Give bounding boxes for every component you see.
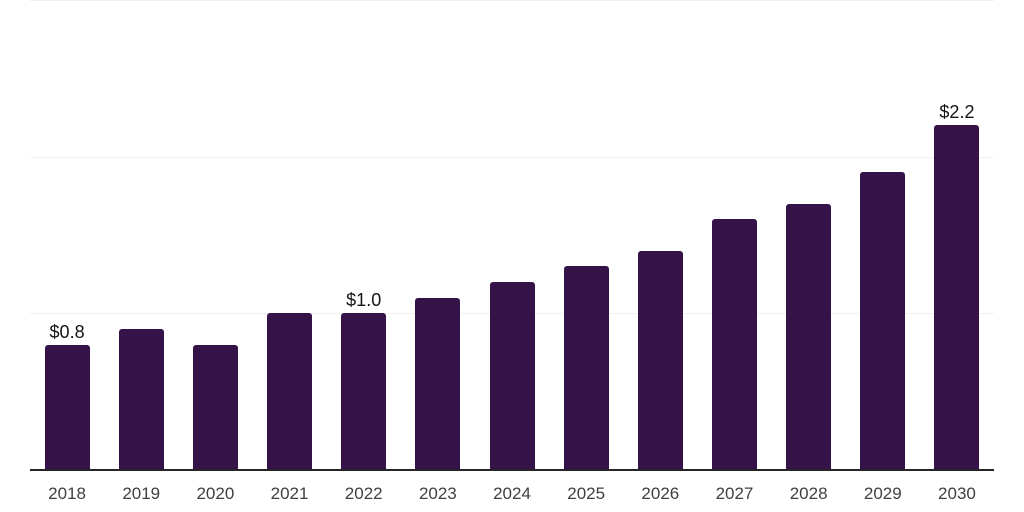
x-axis-labels: 2018 2019 2020 2021 2022 2023 2024 2025 2026 2027… bbox=[30, 470, 994, 512]
bar-2030 bbox=[934, 125, 980, 470]
data-label-2022: $1.0 bbox=[346, 290, 382, 311]
gridline-y-2 bbox=[30, 156, 994, 158]
bar-2023 bbox=[415, 297, 461, 470]
x-tick-2020: 2020 bbox=[196, 484, 235, 503]
gridline-y-3 bbox=[30, 0, 994, 1]
x-tick-2023: 2023 bbox=[418, 484, 457, 503]
x-tick-2018: 2018 bbox=[48, 484, 86, 503]
bar-slot-2020 bbox=[178, 344, 252, 470]
bar-2026 bbox=[637, 250, 683, 470]
x-tick-2024: 2024 bbox=[493, 484, 531, 503]
x-tick-2028: 2028 bbox=[789, 484, 828, 503]
bar-slot-2019 bbox=[104, 329, 178, 470]
x-tick-2027: 2027 bbox=[715, 484, 754, 503]
bar-2019 bbox=[118, 329, 164, 470]
bar-slot-2029 bbox=[846, 172, 920, 470]
x-tick-2026: 2026 bbox=[641, 484, 680, 503]
x-tick-2029: 2029 bbox=[863, 484, 902, 503]
data-label-2030: $2.2 bbox=[939, 102, 975, 123]
bar-slot-2018: $0.8 bbox=[30, 323, 104, 470]
bar-2024 bbox=[489, 282, 535, 470]
bars-layer: $0.8 $1.0 $2.2 bbox=[30, 0, 994, 470]
bar-slot-2026 bbox=[623, 250, 697, 470]
data-label-2018: $0.8 bbox=[49, 321, 85, 342]
plot-area: $0.8 $1.0 $2.2 bbox=[30, 0, 994, 471]
x-tick-2025: 2025 bbox=[567, 484, 606, 503]
bar-slot-2023 bbox=[401, 297, 475, 470]
bar-slot-2021 bbox=[252, 313, 326, 470]
bar-slot-2025 bbox=[549, 266, 623, 470]
x-tick-2021: 2021 bbox=[270, 484, 309, 503]
bar-slot-2027 bbox=[697, 219, 771, 470]
bar-2029 bbox=[860, 172, 906, 470]
bar-2027 bbox=[711, 219, 757, 470]
bar-2018 bbox=[44, 344, 90, 470]
bar-2022 bbox=[341, 313, 387, 470]
bar-slot-2022: $1.0 bbox=[327, 291, 401, 470]
x-tick-2030: 2030 bbox=[938, 484, 976, 503]
x-tick-2022: 2022 bbox=[344, 484, 383, 503]
bar-slot-2030: $2.2 bbox=[920, 103, 994, 470]
bar-2028 bbox=[786, 203, 832, 470]
x-tick-2019: 2019 bbox=[122, 484, 161, 503]
bar-2020 bbox=[192, 344, 238, 470]
bar-2021 bbox=[267, 313, 313, 470]
x-axis-line bbox=[30, 469, 994, 471]
bar-2025 bbox=[563, 266, 609, 470]
bar-slot-2024 bbox=[475, 282, 549, 470]
bar-slot-2028 bbox=[772, 203, 846, 470]
